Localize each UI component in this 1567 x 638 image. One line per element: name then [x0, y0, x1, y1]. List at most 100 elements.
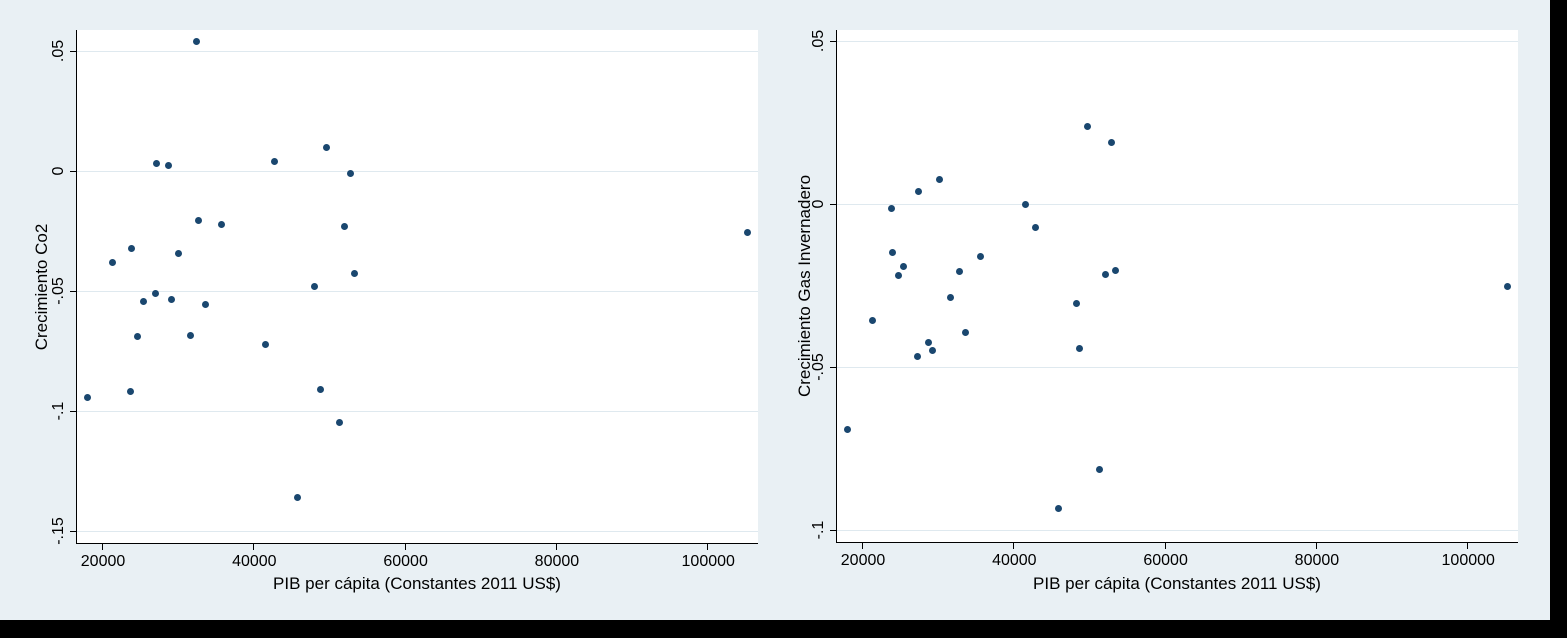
data-point — [126, 388, 134, 396]
y-gridline — [837, 203, 1518, 205]
data-point — [1055, 504, 1063, 512]
y-tick-label: -.05 — [810, 353, 827, 382]
y-tick-label: 0 — [810, 199, 827, 209]
data-point — [335, 418, 343, 426]
y-tick-label: .05 — [50, 39, 67, 63]
x-tick-mark — [102, 544, 104, 550]
data-point — [134, 332, 142, 340]
y-gridline — [77, 530, 758, 532]
x-tick-mark — [1467, 543, 1469, 549]
x-tick-mark — [1315, 543, 1317, 549]
y-tick-label: 0 — [50, 166, 67, 176]
x-tick-label: 80000 — [1294, 552, 1340, 569]
data-point — [744, 229, 752, 237]
data-point — [1022, 200, 1030, 208]
data-point — [317, 386, 325, 394]
data-point — [929, 346, 937, 354]
x-tick-label: 40000 — [232, 553, 277, 570]
data-point — [311, 283, 319, 291]
data-point — [322, 143, 330, 151]
data-point — [128, 244, 136, 252]
data-point — [139, 297, 147, 305]
data-point — [895, 272, 903, 280]
data-point — [218, 220, 226, 228]
y-tick-mark — [830, 204, 836, 206]
x-axis-title: PIB per cápita (Constantes 2011 US$) — [1033, 574, 1321, 593]
data-point — [193, 38, 201, 46]
y-gridline — [837, 40, 1518, 42]
data-point — [1075, 344, 1083, 352]
data-point — [262, 340, 270, 348]
data-point — [1112, 266, 1120, 274]
data-point — [844, 426, 852, 434]
y-tick-mark — [830, 530, 836, 532]
y-gridline — [77, 410, 758, 412]
y-gridline — [77, 290, 758, 292]
data-point — [868, 316, 876, 324]
y-tick-label: -.1 — [50, 401, 67, 421]
data-point — [935, 176, 943, 184]
plot-area — [836, 30, 1518, 543]
x-tick-label: 60000 — [1143, 552, 1188, 569]
y-tick-label: -.15 — [50, 517, 67, 545]
data-point — [340, 222, 348, 230]
x-tick-mark — [555, 544, 557, 550]
data-point — [351, 269, 359, 277]
data-point — [925, 339, 933, 347]
data-point — [914, 187, 922, 195]
co2-growth-chart-panel: Crecimiento Co2 PIB per cápita (Constant… — [0, 0, 775, 620]
y-tick-mark — [70, 411, 76, 413]
data-point — [194, 217, 202, 225]
x-tick-label: 20000 — [80, 553, 126, 570]
data-point — [164, 161, 172, 169]
data-point — [946, 294, 954, 302]
data-point — [201, 300, 209, 308]
data-point — [1072, 300, 1080, 308]
data-point — [889, 249, 897, 257]
data-point — [913, 353, 921, 361]
data-point — [1084, 122, 1092, 130]
plot-area — [76, 30, 758, 544]
data-point — [900, 263, 908, 271]
data-point — [1107, 138, 1115, 146]
x-tick-mark — [1013, 543, 1015, 549]
data-point — [1504, 282, 1512, 290]
x-tick-label: 80000 — [534, 553, 580, 570]
x-axis-title: PIB per cápita (Constantes 2011 US$) — [273, 574, 561, 593]
data-point — [83, 393, 91, 401]
y-tick-mark — [70, 51, 76, 53]
y-tick-label: -.1 — [810, 520, 827, 540]
y-tick-mark — [70, 171, 76, 173]
y-axis-title: Crecimiento Co2 — [32, 223, 51, 351]
x-tick-label: 100000 — [1441, 552, 1495, 569]
greenhouse-gas-growth-chart-panel: Crecimiento Gas Invernadero PIB per cápi… — [775, 0, 1550, 620]
data-point — [168, 296, 176, 304]
x-tick-label: 60000 — [383, 553, 428, 570]
data-point — [1101, 270, 1109, 278]
y-gridline — [837, 529, 1518, 531]
data-point — [887, 205, 895, 213]
y-tick-mark — [830, 41, 836, 43]
data-point — [976, 253, 984, 260]
data-point — [346, 170, 354, 178]
data-point — [1032, 223, 1039, 231]
data-point — [175, 249, 183, 257]
x-tick-mark — [404, 544, 406, 550]
x-tick-mark — [253, 544, 255, 550]
y-tick-label: .05 — [810, 30, 827, 53]
x-tick-mark — [1164, 543, 1166, 549]
data-point — [1095, 465, 1103, 473]
y-gridline — [77, 170, 758, 172]
y-gridline — [77, 50, 758, 52]
x-tick-label: 100000 — [681, 553, 735, 570]
x-tick-label: 20000 — [840, 552, 886, 569]
x-tick-label: 40000 — [992, 552, 1037, 569]
y-gridline — [837, 366, 1518, 368]
y-tick-mark — [70, 291, 76, 293]
data-point — [108, 258, 116, 266]
data-point — [271, 157, 279, 165]
data-point — [293, 493, 301, 501]
data-point — [962, 328, 970, 336]
y-tick-mark — [70, 531, 76, 532]
data-point — [152, 290, 160, 298]
